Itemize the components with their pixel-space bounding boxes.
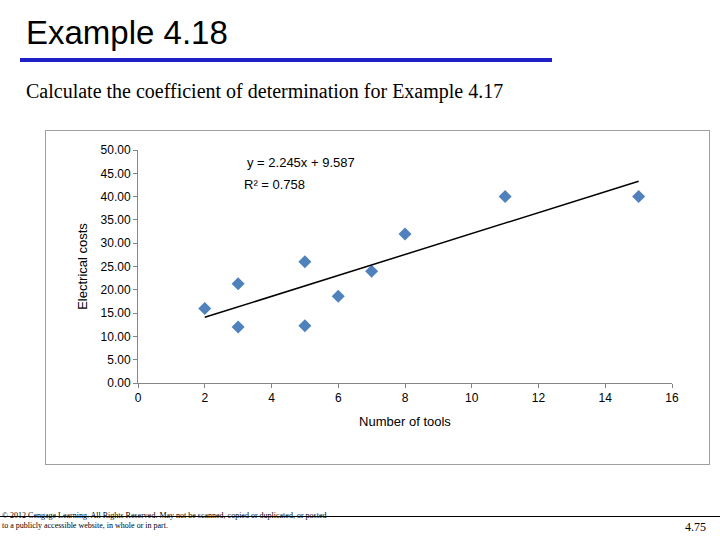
svg-text:Number of tools: Number of tools [359,414,451,429]
svg-text:6: 6 [335,391,342,405]
svg-text:45.00: 45.00 [101,167,131,181]
svg-text:50.00: 50.00 [101,143,131,157]
svg-text:2: 2 [201,391,208,405]
svg-text:5.00: 5.00 [107,353,131,367]
svg-text:y = 2.245x + 9.587: y = 2.245x + 9.587 [247,155,355,170]
svg-text:Electrical costs: Electrical costs [75,223,90,310]
svg-text:14: 14 [599,391,613,405]
svg-text:10.00: 10.00 [101,330,131,344]
svg-text:15.00: 15.00 [101,306,131,320]
html-text:Calculate the coefficient of d: Calculate the coefficient of determinati… [26,80,504,102]
svg-text:R² = 0.758: R² = 0.758 [244,177,305,192]
svg-text:25.00: 25.00 [101,260,131,274]
svg-text:12: 12 [532,391,546,405]
svg-text:20.00: 20.00 [101,283,131,297]
svg-text:30.00: 30.00 [101,236,131,250]
html-text:Example 4.18: Example 4.18 [26,14,228,51]
svg-text:40.00: 40.00 [101,190,131,204]
svg-text:0: 0 [135,391,142,405]
svg-text:4: 4 [268,391,275,405]
svg-text:10: 10 [465,391,479,405]
html-text:© 2012 Cengage Learning. All R: © 2012 Cengage Learning. All Rights Rese… [2,511,327,530]
svg-text:0.00: 0.00 [107,376,131,390]
svg-text:16: 16 [665,391,679,405]
html-text:4.75: 4.75 [685,520,706,534]
svg-text:8: 8 [402,391,409,405]
svg-text:35.00: 35.00 [101,213,131,227]
